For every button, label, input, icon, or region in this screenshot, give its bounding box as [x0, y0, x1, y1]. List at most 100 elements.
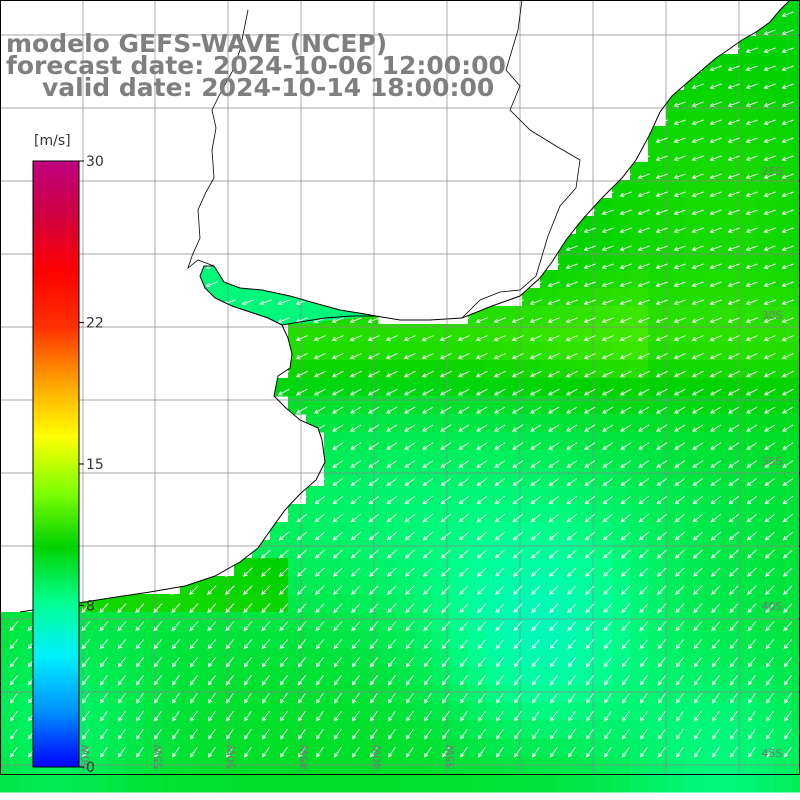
wind-arrow — [279, 692, 288, 704]
wind-arrow — [494, 460, 506, 468]
wind-arrow — [783, 674, 792, 686]
wind-speed-cell — [234, 684, 253, 703]
wind-speed-cell — [234, 702, 253, 721]
wind-speed-cell — [270, 666, 289, 685]
wind-speed-cell — [180, 666, 199, 685]
wind-arrow — [405, 603, 415, 614]
wind-speed-cell — [522, 432, 541, 451]
wind-speed-cell — [558, 576, 577, 595]
wind-arrow — [745, 227, 758, 234]
wind-arrow — [315, 603, 325, 614]
wind-speed-cell — [270, 612, 289, 631]
wind-arrow — [637, 335, 650, 342]
wind-speed-cell — [324, 594, 343, 613]
wind-arrow — [529, 370, 542, 378]
wind-speed-cell — [594, 576, 613, 595]
wind-arrow — [388, 728, 396, 740]
wind-speed-cell — [594, 468, 613, 487]
wind-arrow — [370, 746, 378, 758]
wind-speed-cell — [198, 702, 217, 721]
wind-speed-cell — [702, 468, 721, 487]
wind-speed-cell — [234, 774, 253, 793]
wind-arrow — [550, 710, 558, 722]
wind-arrow — [656, 495, 668, 505]
wind-arrow — [621, 692, 630, 704]
wind-speed-cell — [702, 648, 721, 667]
wind-speed-cell — [270, 540, 289, 559]
wind-arrow — [369, 621, 379, 632]
wind-speed-cell — [342, 540, 361, 559]
wind-arrow — [243, 585, 253, 595]
wind-arrow — [315, 674, 324, 686]
wind-arrow — [603, 567, 613, 577]
wind-arrow — [493, 317, 506, 324]
wind-arrow — [513, 657, 523, 668]
wind-speed-cell — [180, 648, 199, 667]
wind-arrow — [458, 495, 470, 505]
wind-speed-cell — [684, 540, 703, 559]
wind-speed-cell — [540, 504, 559, 523]
wind-speed-cell — [432, 702, 451, 721]
wind-speed-cell — [540, 774, 559, 793]
wind-speed-cell — [684, 486, 703, 505]
wind-arrow — [511, 353, 524, 360]
wind-arrow — [367, 317, 380, 324]
wind-speed-cell — [774, 504, 793, 523]
wind-arrow — [585, 639, 595, 650]
wind-arrow — [531, 621, 541, 632]
wind-arrow — [406, 710, 414, 722]
wind-speed-cell — [792, 54, 800, 73]
wind-arrow — [350, 549, 361, 559]
wind-arrow — [673, 155, 686, 162]
wind-arrow — [404, 549, 415, 559]
wind-speed-cell — [792, 216, 800, 235]
wind-speed-cell — [720, 576, 739, 595]
wind-arrow — [332, 478, 344, 487]
wind-speed-cell — [792, 720, 800, 739]
wind-speed-cell — [486, 720, 505, 739]
wind-arrow — [745, 281, 758, 288]
wind-speed-cell — [558, 774, 577, 793]
wind-arrow — [532, 728, 540, 740]
wind-arrow — [225, 639, 235, 650]
wind-speed-cell — [792, 504, 800, 523]
wind-speed-cell — [486, 666, 505, 685]
wind-speed-cell — [342, 522, 361, 541]
wind-arrow — [781, 245, 794, 252]
wind-speed-cell — [702, 558, 721, 577]
wind-speed-cell — [342, 576, 361, 595]
wind-speed-cell — [738, 558, 757, 577]
wind-arrow — [709, 281, 722, 288]
wind-arrow — [781, 335, 794, 342]
wind-arrow — [349, 317, 362, 324]
wind-speed-cell — [720, 684, 739, 703]
wind-arrow — [530, 513, 541, 523]
wind-speed-cell — [684, 774, 703, 793]
wind-arrow — [691, 335, 704, 342]
wind-arrow — [585, 674, 594, 686]
wind-arrow — [280, 728, 288, 740]
wind-arrow — [584, 495, 596, 505]
wind-speed-cell — [306, 504, 325, 523]
wind-speed-cell — [396, 576, 415, 595]
wind-speed-cell — [432, 432, 451, 451]
wind-speed-cell — [648, 486, 667, 505]
wind-speed-cell — [126, 702, 145, 721]
wind-speed-cell — [774, 486, 793, 505]
wind-arrow — [638, 549, 649, 559]
wind-speed-cell — [324, 450, 343, 469]
wind-speed-cell — [342, 684, 361, 703]
longitude-label: 50W — [225, 744, 238, 769]
wind-speed-cell — [108, 738, 127, 757]
wind-arrow — [81, 692, 90, 704]
wind-speed-cell — [540, 666, 559, 685]
wind-speed-cell — [252, 774, 271, 793]
wind-speed-cell — [324, 540, 343, 559]
wind-speed-cell — [540, 576, 559, 595]
wind-arrow — [279, 567, 289, 577]
wind-arrow — [279, 639, 289, 650]
wind-arrow — [404, 460, 416, 468]
wind-speed-cell — [378, 450, 397, 469]
wind-arrow — [243, 567, 253, 577]
wind-arrow — [619, 245, 632, 252]
